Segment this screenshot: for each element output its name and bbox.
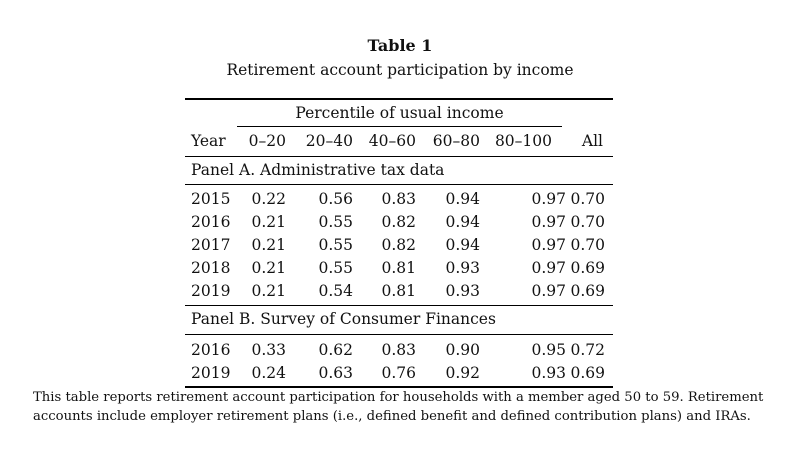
column-header-40-60: 40–60 [368,132,416,150]
cell-value: 0.56 [318,190,353,208]
cell-value: 0.82 [381,236,416,254]
column-header-0-20: 0–20 [248,132,286,150]
panel-a-title: Panel A. Administrative tax data [191,161,445,179]
cell-value: 0.81 [381,259,416,277]
column-header-all: All [581,132,603,150]
cell-value: 0.70 [570,213,605,231]
cell-value: 0.81 [381,282,416,300]
cell-value: 0.82 [381,213,416,231]
cell-value: 0.83 [381,190,416,208]
cell-value: 0.90 [445,341,480,359]
cell-year: 2015 [191,190,231,208]
column-header-80-100: 80–100 [494,132,552,150]
cell-value: 0.93 [445,259,480,277]
cell-value: 0.76 [381,364,416,382]
cell-value: 0.54 [318,282,353,300]
cell-value: 0.93 [445,282,480,300]
cell-value: 0.70 [570,236,605,254]
cell-value: 0.97 [531,190,566,208]
cell-value: 0.55 [318,259,353,277]
column-header-row: Year 0–20 20–40 40–60 60–80 80–100 All [185,130,613,152]
cell-value: 0.70 [570,190,605,208]
cell-value: 0.63 [318,364,353,382]
table-top-rule [185,98,613,100]
cell-year: 2019 [191,364,231,382]
column-header-year: Year [191,132,226,150]
cell-value: 0.62 [318,341,353,359]
header-bottom-rule [185,156,613,157]
cell-value: 0.69 [570,364,605,382]
group-header-rule [237,126,562,127]
cell-year: 2016 [191,213,231,231]
cell-value: 0.97 [531,282,566,300]
cell-value: 0.21 [251,236,286,254]
table-bottom-rule [185,386,613,388]
table-note: This table reports retirement account pa… [33,390,764,424]
panel-a-rule [185,184,613,185]
cell-value: 0.93 [531,364,566,382]
cell-value: 0.95 [531,341,566,359]
cell-value: 0.94 [445,236,480,254]
cell-year: 2019 [191,282,231,300]
cell-year: 2018 [191,259,231,277]
cell-value: 0.33 [251,341,286,359]
table-row: 2015 0.22 0.56 0.83 0.94 0.97 0.70 [185,188,613,210]
table-title: Table 1 [367,36,433,55]
column-header-20-40: 20–40 [305,132,353,150]
cell-value: 0.97 [531,259,566,277]
table-row: 2019 0.24 0.63 0.76 0.92 0.93 0.69 [185,362,613,384]
cell-value: 0.55 [318,213,353,231]
panel-a-bottom-rule [185,305,613,306]
cell-value: 0.22 [251,190,286,208]
table-row: 2016 0.21 0.55 0.82 0.94 0.97 0.70 [185,211,613,233]
cell-value: 0.24 [251,364,286,382]
panel-b-rule [185,334,613,335]
table-row: 2018 0.21 0.55 0.81 0.93 0.97 0.69 [185,257,613,279]
cell-value: 0.97 [531,213,566,231]
table-row: 2017 0.21 0.55 0.82 0.94 0.97 0.70 [185,234,613,256]
cell-value: 0.92 [445,364,480,382]
cell-value: 0.21 [251,213,286,231]
table-row: 2019 0.21 0.54 0.81 0.93 0.97 0.69 [185,280,613,302]
cell-value: 0.69 [570,259,605,277]
cell-value: 0.21 [251,259,286,277]
cell-value: 0.94 [445,213,480,231]
cell-year: 2016 [191,341,231,359]
column-header-60-80: 60–80 [432,132,480,150]
cell-year: 2017 [191,236,231,254]
cell-value: 0.97 [531,236,566,254]
cell-value: 0.69 [570,282,605,300]
cell-value: 0.21 [251,282,286,300]
percentile-group-header: Percentile of usual income [295,104,504,122]
table-row: 2016 0.33 0.62 0.83 0.90 0.95 0.72 [185,339,613,361]
cell-value: 0.72 [570,341,605,359]
cell-value: 0.83 [381,341,416,359]
cell-value: 0.55 [318,236,353,254]
table-subtitle: Retirement account participation by inco… [226,61,574,79]
panel-b-title: Panel B. Survey of Consumer Finances [191,310,496,328]
cell-value: 0.94 [445,190,480,208]
